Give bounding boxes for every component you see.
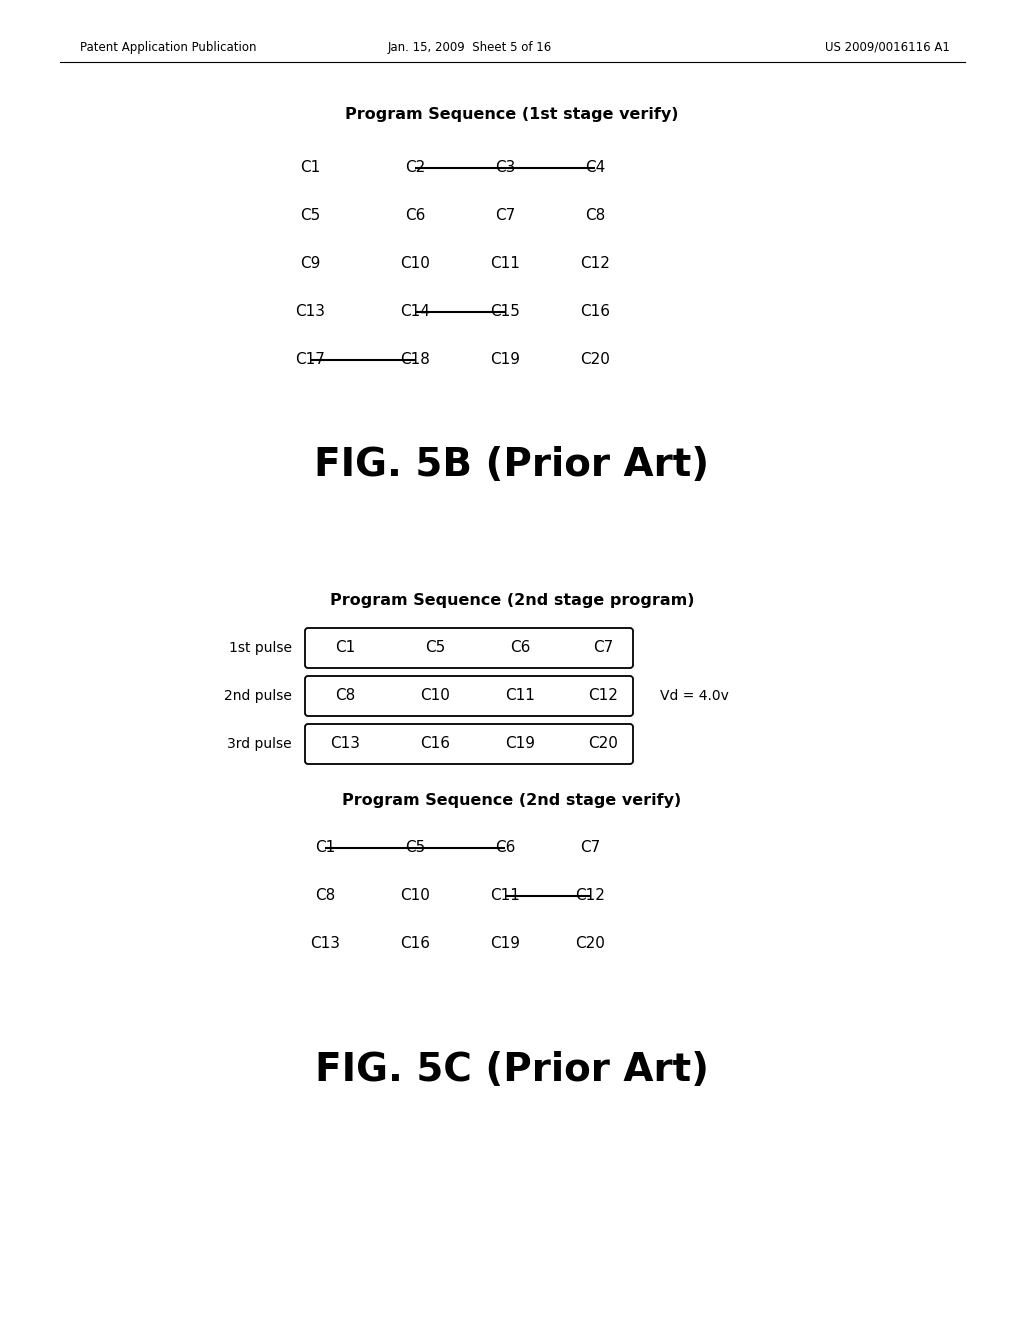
Text: C20: C20 bbox=[588, 737, 617, 751]
Text: 3rd pulse: 3rd pulse bbox=[227, 737, 292, 751]
Text: C18: C18 bbox=[400, 352, 430, 367]
Text: Program Sequence (2nd stage program): Program Sequence (2nd stage program) bbox=[330, 593, 694, 607]
Text: Jan. 15, 2009  Sheet 5 of 16: Jan. 15, 2009 Sheet 5 of 16 bbox=[388, 41, 552, 54]
Text: FIG. 5C (Prior Art): FIG. 5C (Prior Art) bbox=[315, 1051, 709, 1089]
Text: Patent Application Publication: Patent Application Publication bbox=[80, 41, 256, 54]
Text: C15: C15 bbox=[490, 305, 520, 319]
Text: C6: C6 bbox=[510, 640, 530, 656]
Text: C8: C8 bbox=[585, 209, 605, 223]
Text: C11: C11 bbox=[505, 689, 535, 704]
Text: C1: C1 bbox=[300, 161, 321, 176]
Text: FIG. 5B (Prior Art): FIG. 5B (Prior Art) bbox=[314, 446, 710, 484]
Text: C6: C6 bbox=[404, 209, 425, 223]
FancyBboxPatch shape bbox=[305, 723, 633, 764]
FancyBboxPatch shape bbox=[305, 676, 633, 715]
Text: 1st pulse: 1st pulse bbox=[229, 642, 292, 655]
Text: Program Sequence (1st stage verify): Program Sequence (1st stage verify) bbox=[345, 107, 679, 123]
Text: C4: C4 bbox=[585, 161, 605, 176]
Text: C5: C5 bbox=[425, 640, 445, 656]
Text: C5: C5 bbox=[300, 209, 321, 223]
Text: C11: C11 bbox=[490, 256, 520, 272]
Text: C7: C7 bbox=[580, 841, 600, 855]
Text: C19: C19 bbox=[505, 737, 535, 751]
Text: C7: C7 bbox=[593, 640, 613, 656]
Text: Program Sequence (2nd stage verify): Program Sequence (2nd stage verify) bbox=[342, 792, 682, 808]
Text: C20: C20 bbox=[575, 936, 605, 952]
Text: C7: C7 bbox=[495, 209, 515, 223]
Text: C5: C5 bbox=[404, 841, 425, 855]
Text: C14: C14 bbox=[400, 305, 430, 319]
Text: C13: C13 bbox=[330, 737, 360, 751]
Text: C3: C3 bbox=[495, 161, 515, 176]
Text: Vd = 4.0v: Vd = 4.0v bbox=[660, 689, 729, 704]
Text: C10: C10 bbox=[400, 888, 430, 903]
Text: C20: C20 bbox=[580, 352, 610, 367]
Text: C8: C8 bbox=[314, 888, 335, 903]
Text: C17: C17 bbox=[295, 352, 325, 367]
Text: C16: C16 bbox=[420, 737, 450, 751]
Text: C19: C19 bbox=[490, 936, 520, 952]
Text: C8: C8 bbox=[335, 689, 355, 704]
Text: C12: C12 bbox=[588, 689, 617, 704]
Text: C1: C1 bbox=[314, 841, 335, 855]
Text: C13: C13 bbox=[310, 936, 340, 952]
Text: C6: C6 bbox=[495, 841, 515, 855]
Text: C11: C11 bbox=[490, 888, 520, 903]
Text: C19: C19 bbox=[490, 352, 520, 367]
Text: US 2009/0016116 A1: US 2009/0016116 A1 bbox=[825, 41, 950, 54]
Text: C16: C16 bbox=[580, 305, 610, 319]
Text: C1: C1 bbox=[335, 640, 355, 656]
Text: C13: C13 bbox=[295, 305, 325, 319]
Text: C12: C12 bbox=[580, 256, 610, 272]
Text: C2: C2 bbox=[404, 161, 425, 176]
Text: C10: C10 bbox=[400, 256, 430, 272]
FancyBboxPatch shape bbox=[305, 628, 633, 668]
Text: 2nd pulse: 2nd pulse bbox=[224, 689, 292, 704]
Text: C16: C16 bbox=[400, 936, 430, 952]
Text: C10: C10 bbox=[420, 689, 450, 704]
Text: C9: C9 bbox=[300, 256, 321, 272]
Text: C12: C12 bbox=[575, 888, 605, 903]
